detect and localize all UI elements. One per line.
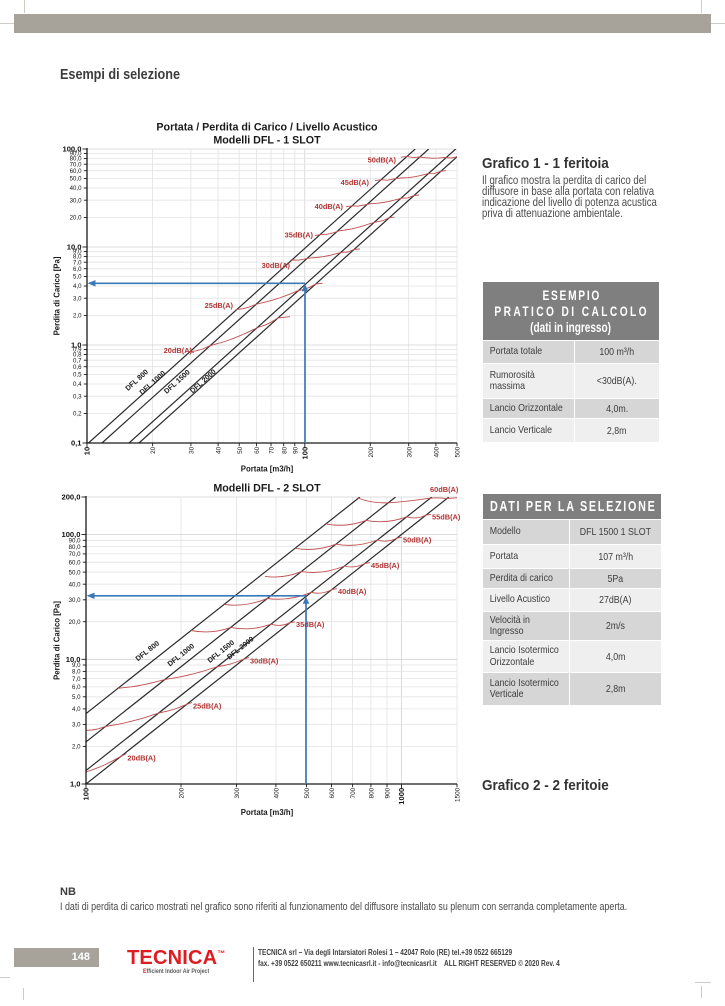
svg-text:40: 40 [216,446,223,454]
svg-text:500: 500 [455,446,462,457]
svg-text:Perdita di Carico [Pa]: Perdita di Carico [Pa] [53,256,62,335]
svg-text:4,0: 4,0 [72,706,81,713]
svg-text:90: 90 [292,446,299,454]
svg-text:700: 700 [350,787,357,798]
svg-text:40dB(A): 40dB(A) [315,202,344,211]
svg-text:30: 30 [189,446,196,454]
svg-text:20dB(A): 20dB(A) [164,346,193,355]
svg-text:60dB(A): 60dB(A) [430,485,459,494]
svg-text:40dB(A): 40dB(A) [338,587,367,596]
svg-text:3,0: 3,0 [73,295,82,302]
svg-text:200: 200 [368,446,375,457]
svg-text:500: 500 [304,787,311,798]
svg-text:6,0: 6,0 [72,684,81,691]
svg-text:30dB(A): 30dB(A) [262,261,291,270]
svg-text:20dB(A): 20dB(A) [127,754,156,763]
svg-text:20,0: 20,0 [70,215,82,222]
svg-text:7,0: 7,0 [72,676,81,683]
svg-text:60: 60 [254,446,261,454]
svg-text:DFL 2000: DFL 2000 [188,367,218,395]
svg-text:40,0: 40,0 [69,581,81,588]
svg-text:0,9: 0,9 [73,347,82,354]
svg-text:0,2: 0,2 [73,411,82,418]
svg-text:1000: 1000 [397,788,406,805]
svg-text:0,7: 0,7 [73,357,82,364]
svg-text:45dB(A): 45dB(A) [341,178,370,187]
svg-text:45dB(A): 45dB(A) [371,561,400,570]
svg-text:Portata / Perdita di Carico /: Portata / Perdita di Carico / Livello Ac… [156,121,378,133]
svg-text:50dB(A): 50dB(A) [403,536,432,545]
svg-text:0,3: 0,3 [73,393,82,400]
svg-text:DFL 1500: DFL 1500 [162,368,192,396]
svg-text:0,1: 0,1 [71,439,82,448]
svg-text:20,0: 20,0 [69,619,81,626]
svg-text:0,4: 0,4 [73,381,82,388]
svg-text:10: 10 [83,447,92,455]
svg-text:100: 100 [82,788,91,801]
svg-text:7,0: 7,0 [73,259,82,266]
svg-text:0,5: 0,5 [73,372,82,379]
svg-text:0,6: 0,6 [73,364,82,371]
svg-text:4,0: 4,0 [73,283,82,290]
svg-text:Modelli DFL - 2 SLOT: Modelli DFL - 2 SLOT [213,482,321,494]
svg-text:30,0: 30,0 [70,197,82,204]
svg-text:50,0: 50,0 [69,569,81,576]
svg-text:5,0: 5,0 [72,694,81,701]
svg-text:90,0: 90,0 [69,538,81,545]
svg-text:9,0: 9,0 [72,662,81,669]
svg-text:25dB(A): 25dB(A) [193,702,222,711]
svg-text:Perdita di Carico [Pa]: Perdita di Carico [Pa] [53,601,62,680]
svg-text:100: 100 [300,447,309,460]
svg-text:90,0: 90,0 [70,151,82,158]
svg-text:55dB(A): 55dB(A) [432,513,461,522]
svg-text:10,0: 10,0 [66,655,81,664]
svg-text:Portata [m3/h]: Portata [m3/h] [241,808,294,817]
svg-text:5,0: 5,0 [73,274,82,281]
svg-text:35dB(A): 35dB(A) [296,620,325,629]
svg-text:20: 20 [150,446,157,454]
svg-text:80,0: 80,0 [69,544,81,551]
svg-text:6,0: 6,0 [73,266,82,273]
svg-text:2,0: 2,0 [73,313,82,320]
svg-text:300: 300 [234,787,241,798]
svg-text:400: 400 [274,787,281,798]
svg-text:50dB(A): 50dB(A) [368,156,397,165]
svg-text:200: 200 [179,787,186,798]
svg-text:80: 80 [281,446,288,454]
svg-text:900: 900 [385,787,392,798]
svg-text:50: 50 [237,446,244,454]
svg-text:2,0: 2,0 [72,744,81,751]
svg-text:25dB(A): 25dB(A) [205,301,234,310]
svg-text:40,0: 40,0 [70,185,82,192]
svg-text:70: 70 [269,446,276,454]
svg-text:400: 400 [434,446,441,457]
svg-text:600: 600 [329,787,336,798]
svg-text:800: 800 [369,787,376,798]
svg-text:100,0: 100,0 [61,530,80,539]
svg-text:30,0: 30,0 [69,597,81,604]
svg-text:3,0: 3,0 [72,722,81,729]
svg-text:30dB(A): 30dB(A) [250,657,279,666]
svg-text:Portata [m3/h]: Portata [m3/h] [241,464,294,473]
svg-text:Modelli DFL - 1 SLOT: Modelli DFL - 1 SLOT [213,135,321,147]
svg-text:0,8: 0,8 [73,352,82,359]
svg-text:300: 300 [406,446,413,457]
svg-text:1,0: 1,0 [71,341,82,350]
svg-text:60,0: 60,0 [70,168,82,175]
svg-text:200,0: 200,0 [61,493,80,502]
svg-text:70,0: 70,0 [69,551,81,558]
svg-text:60,0: 60,0 [69,559,81,566]
svg-text:8,0: 8,0 [72,669,81,676]
svg-text:1500: 1500 [455,787,462,802]
svg-text:9,0: 9,0 [73,249,82,256]
svg-text:1,0: 1,0 [70,780,81,789]
svg-text:80,0: 80,0 [70,156,82,163]
svg-text:8,0: 8,0 [73,254,82,261]
svg-text:35dB(A): 35dB(A) [285,231,314,240]
svg-text:100,0: 100,0 [62,145,81,154]
svg-text:50,0: 50,0 [70,176,82,183]
svg-text:10,0: 10,0 [67,243,82,252]
svg-text:70,0: 70,0 [70,161,82,168]
